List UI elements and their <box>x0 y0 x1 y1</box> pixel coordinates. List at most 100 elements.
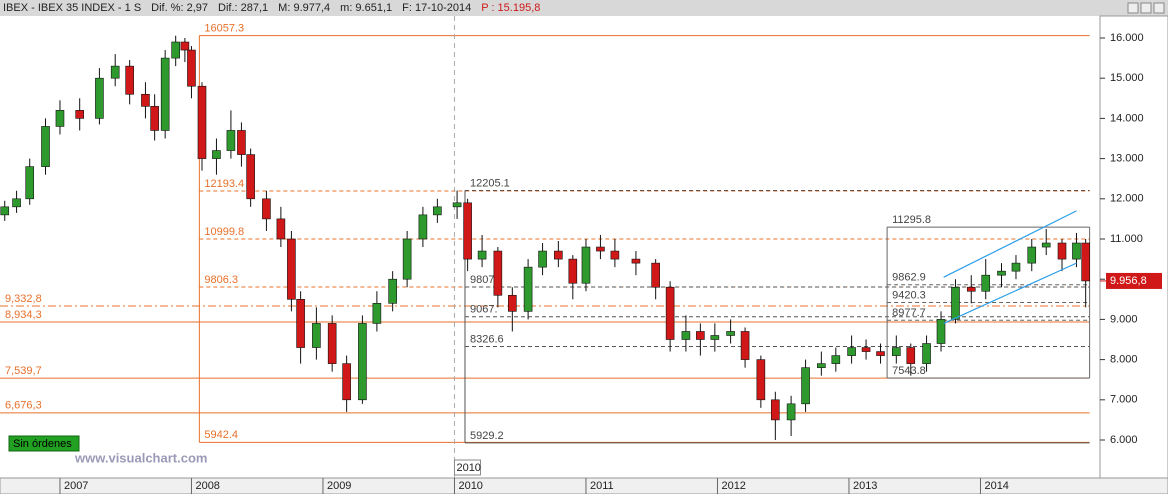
candle-body <box>246 154 255 200</box>
cursor-box <box>453 459 481 476</box>
candle-body <box>508 294 517 312</box>
candle-body <box>936 319 946 344</box>
candle-body <box>922 343 931 364</box>
level-label: 5942.4 <box>204 429 238 441</box>
y-tick-label: 13.000 <box>1110 153 1144 165</box>
candle-body <box>141 93 150 107</box>
candle-body <box>861 347 871 352</box>
header-field: M: 9.977,4 <box>278 2 330 14</box>
candle-body <box>197 85 207 159</box>
candle-body <box>160 57 170 131</box>
candle-body <box>1011 262 1021 272</box>
y-tick-label: 8.000 <box>1110 354 1138 366</box>
candle-body <box>523 266 533 312</box>
level-label: 8977.7 <box>892 307 926 319</box>
candle-body <box>726 331 735 336</box>
candle-body <box>740 331 750 360</box>
candle-body <box>981 274 991 292</box>
y-tick-label: 15.000 <box>1110 72 1144 84</box>
candle-body <box>287 238 296 300</box>
candle-body <box>966 286 976 292</box>
level-label: 7543.8 <box>892 365 926 377</box>
level-label: 12193.4 <box>204 178 244 190</box>
candle-body <box>312 323 321 348</box>
candle-body <box>12 198 21 208</box>
candle-body <box>95 77 104 119</box>
level-label: 8,934,3 <box>5 309 42 321</box>
status-text: Sin órdenes <box>13 438 72 450</box>
candle-body <box>212 150 221 159</box>
candle-body <box>75 110 84 119</box>
candle-body <box>477 250 487 260</box>
candle-body <box>327 323 337 364</box>
candle-body <box>1027 246 1037 264</box>
x-tick-label: 2012 <box>721 480 745 492</box>
level-label: 10999.8 <box>204 226 244 238</box>
candle-body <box>125 65 134 95</box>
cursor-label: 2010 <box>456 462 480 474</box>
level-label: 6,676,3 <box>5 400 42 412</box>
x-tick-label: 2009 <box>327 480 351 492</box>
candle-body <box>55 110 65 127</box>
candle-body <box>786 403 796 421</box>
level-label: 9862.9 <box>892 272 926 284</box>
candle-body <box>25 166 35 200</box>
header-field: F: 17-10-2014 <box>402 2 471 14</box>
last-price-box <box>1106 272 1162 289</box>
header-field: Dif.: 287,1 <box>218 2 268 14</box>
candle-body <box>892 347 901 356</box>
candle-body <box>452 202 462 208</box>
level-label: 12205.1 <box>470 177 510 189</box>
x-tick-label: 2010 <box>458 480 482 492</box>
y-tick-label: 12.000 <box>1110 193 1144 205</box>
maximize-button[interactable] <box>1140 2 1152 14</box>
candle-body <box>847 347 856 356</box>
candle-body <box>402 238 412 280</box>
candle-body <box>1072 242 1081 260</box>
y-tick-label: 9.000 <box>1110 313 1138 325</box>
x-tick-label: 2007 <box>64 480 88 492</box>
plot: 16057.3 12193.4 10999.8 9806.3 5942.4 9,332,8… <box>0 16 1091 478</box>
candle-body <box>596 246 605 252</box>
x-tick-label: 2013 <box>853 480 877 492</box>
level-label: 11295.8 <box>892 214 931 226</box>
candle-body <box>801 367 810 405</box>
y-tick-label: 14.000 <box>1110 112 1144 124</box>
candle-body <box>554 250 563 260</box>
candle-body <box>463 202 472 260</box>
header-field: IBEX - IBEX 35 INDEX - 1 S <box>3 2 141 14</box>
candle-body <box>1081 242 1090 282</box>
candle-body <box>817 363 826 368</box>
candle-body <box>665 286 675 340</box>
level-label: 9067. <box>470 304 498 316</box>
x-tick-label: 2011 <box>590 480 614 492</box>
header-field: P : 15.195,8 <box>481 2 540 14</box>
candle-body <box>493 250 503 296</box>
candle-body <box>1057 242 1067 260</box>
candle-body <box>150 106 159 131</box>
candle-body <box>681 331 691 340</box>
y-tick-label: 6.000 <box>1110 434 1138 446</box>
minimize-button[interactable] <box>1127 2 1139 14</box>
close-button[interactable] <box>1153 2 1165 14</box>
level-label: 9807. <box>470 274 498 286</box>
y-tick-label: 16.000 <box>1110 32 1144 44</box>
level-label: 8326.6 <box>470 333 504 345</box>
candle-body <box>433 206 442 216</box>
status-box <box>8 435 80 452</box>
candle-body <box>41 126 50 167</box>
last-price-label: 9.956,8 <box>1110 275 1147 287</box>
candle-body <box>296 299 305 348</box>
candle-body <box>358 323 367 401</box>
candle-body <box>831 355 841 364</box>
candle-body <box>171 41 180 59</box>
candle-body <box>418 214 428 240</box>
level-label: 16057.3 <box>204 23 244 35</box>
candle-body <box>180 41 190 51</box>
candle-body <box>110 65 120 79</box>
header-field: Dif. %: 2,97 <box>151 2 208 14</box>
candle-body <box>906 347 916 364</box>
candle-body <box>756 359 766 401</box>
y-tick-label: 11.000 <box>1110 233 1143 245</box>
